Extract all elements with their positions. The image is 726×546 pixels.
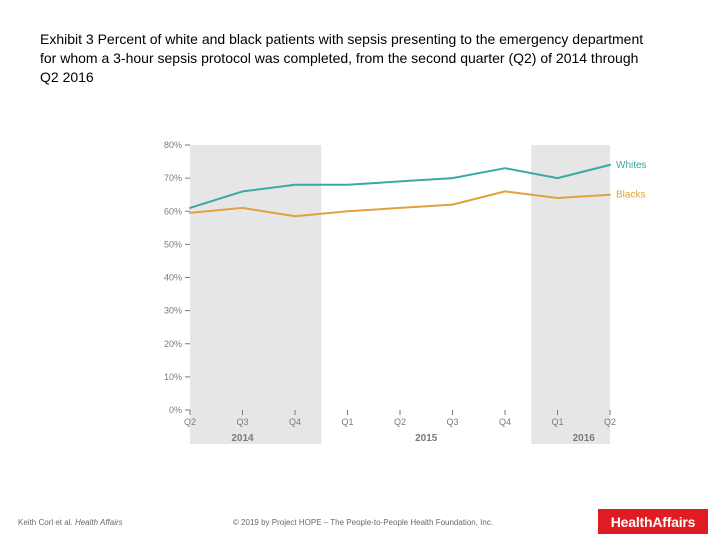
svg-text:Q3: Q3 — [446, 417, 458, 427]
svg-text:2016: 2016 — [573, 433, 596, 444]
svg-text:Blacks: Blacks — [616, 190, 645, 201]
svg-text:70%: 70% — [164, 173, 182, 183]
health-affairs-logo: HealthAffairs — [598, 509, 708, 534]
svg-text:Q4: Q4 — [289, 417, 301, 427]
svg-text:2014: 2014 — [231, 433, 254, 444]
svg-text:60%: 60% — [164, 206, 182, 216]
svg-text:80%: 80% — [164, 140, 182, 150]
svg-text:Q4: Q4 — [499, 417, 511, 427]
svg-text:0%: 0% — [169, 405, 182, 415]
svg-text:40%: 40% — [164, 273, 182, 283]
chart-container: 0% 10% 20% 30% 40% 50% 60% 70% 80% Q2 Q3 Q4 Q1 Q2 Q3 Q4… — [150, 140, 630, 460]
svg-text:30%: 30% — [164, 306, 182, 316]
svg-text:10%: 10% — [164, 372, 182, 382]
svg-text:2015: 2015 — [415, 433, 438, 444]
line-chart: 0% 10% 20% 30% 40% 50% 60% 70% 80% Q2 Q3 Q4 Q1 Q2 Q3 Q4… — [150, 140, 660, 450]
svg-text:50%: 50% — [164, 239, 182, 249]
svg-text:Q1: Q1 — [341, 417, 353, 427]
exhibit-title: Exhibit 3 Percent of white and black pat… — [40, 30, 660, 87]
svg-text:20%: 20% — [164, 339, 182, 349]
svg-text:Q2: Q2 — [184, 417, 196, 427]
svg-text:Q1: Q1 — [551, 417, 563, 427]
svg-text:Whites: Whites — [616, 160, 647, 171]
svg-text:Q3: Q3 — [236, 417, 248, 427]
footer: Keith Corl et al. Health Affairs © 2019 … — [18, 512, 708, 534]
svg-text:Q2: Q2 — [394, 417, 406, 427]
svg-text:Q2: Q2 — [604, 417, 616, 427]
